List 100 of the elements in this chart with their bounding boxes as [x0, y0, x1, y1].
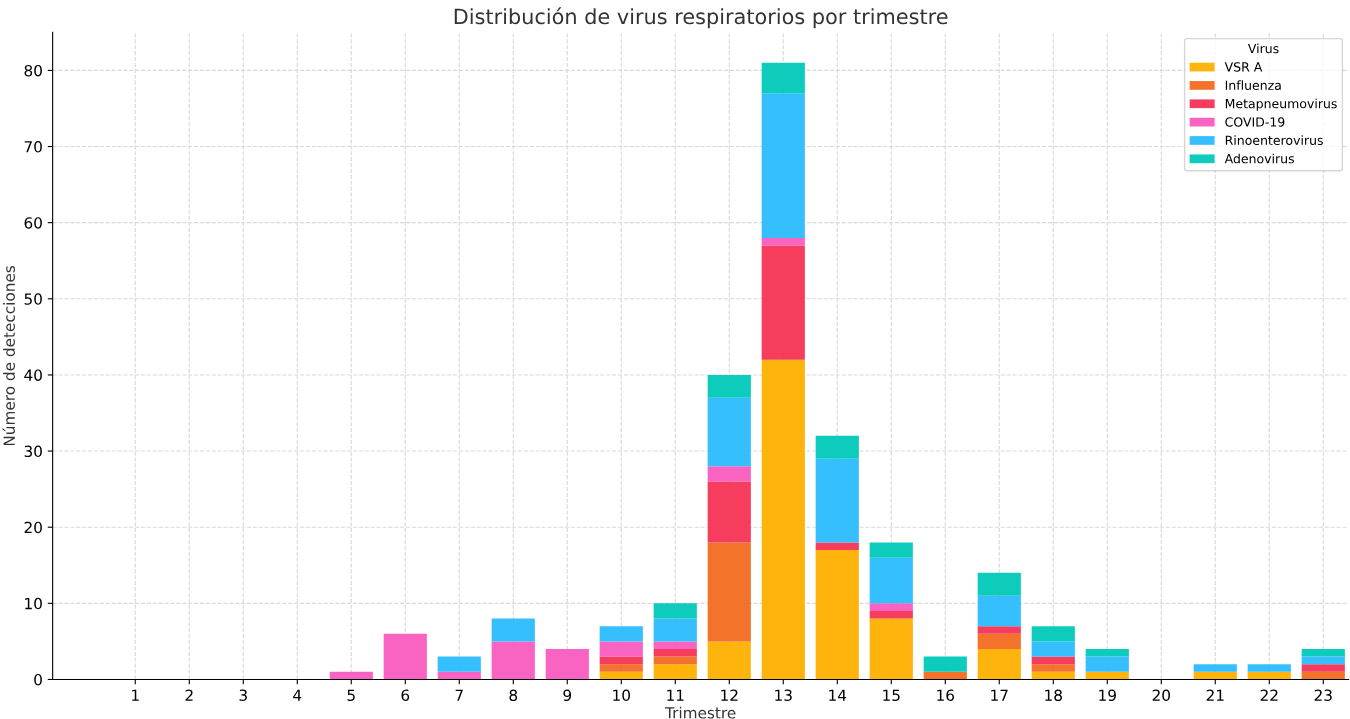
bar: [1031, 626, 1075, 642]
bar: [761, 237, 805, 246]
y-tick-label: 60: [24, 217, 42, 229]
x-tick-label: 21: [1206, 689, 1224, 701]
bar: [1301, 656, 1345, 665]
bar: [1031, 671, 1075, 680]
bar: [923, 671, 967, 680]
y-tick-label: 10: [25, 597, 42, 610]
bar: [653, 618, 697, 642]
legend-label: COVID-19: [1225, 117, 1285, 127]
bar: [707, 466, 751, 482]
bar: [1031, 656, 1075, 665]
x-tick-label: 13: [775, 689, 792, 701]
bar: [1031, 664, 1075, 672]
x-axis-title: Trimestre: [665, 706, 736, 719]
bar: [1193, 664, 1237, 672]
bar: [977, 572, 1021, 596]
bar: [1301, 671, 1345, 680]
x-tick-label: 17: [991, 689, 1008, 701]
bar: [599, 656, 643, 665]
bar: [977, 633, 1021, 649]
bar: [707, 481, 751, 543]
legend-label: Rinoenterovirus: [1225, 135, 1323, 146]
bar: [815, 542, 859, 551]
bar: [869, 618, 913, 680]
y-tick-label: 80: [24, 64, 42, 77]
y-tick-label: 40: [24, 369, 42, 381]
legend-label: Adenovirus: [1224, 153, 1294, 164]
bar: [869, 610, 913, 619]
bar: [761, 245, 805, 360]
x-tick-label: 8: [509, 689, 518, 701]
bar: [761, 93, 805, 238]
bar: [869, 603, 913, 611]
bar: [329, 671, 373, 680]
bar: [869, 557, 913, 604]
y-tick-label: 30: [24, 445, 42, 458]
bar: [599, 626, 643, 642]
x-tick-label: 11: [667, 689, 684, 701]
x-tick-label: 5: [347, 689, 355, 701]
bar: [653, 603, 697, 619]
x-tick-label: 6: [401, 689, 410, 701]
x-tick-label: 10: [613, 689, 630, 701]
bar: [653, 649, 697, 657]
bar: [545, 649, 589, 680]
x-tick-label: 7: [455, 689, 463, 701]
bar: [599, 671, 643, 680]
bar: [869, 542, 913, 558]
bar: [653, 656, 697, 665]
bar: [977, 626, 1021, 634]
x-tick-label: 22: [1260, 689, 1278, 701]
x-tick-label: 14: [829, 689, 847, 701]
bar: [815, 458, 859, 543]
bar: [977, 595, 1021, 627]
x-tick-label: 4: [293, 689, 302, 701]
x-tick-label: 15: [883, 689, 900, 701]
bar: [977, 649, 1021, 680]
bar: [815, 550, 859, 680]
x-tick-label: 1: [132, 689, 139, 701]
legend-title: Virus: [1247, 43, 1279, 54]
bar: [1031, 641, 1075, 657]
bar: [653, 641, 697, 649]
legend-label: VSR A: [1224, 62, 1263, 72]
bar: [1301, 664, 1345, 672]
bar: [707, 397, 751, 467]
x-tick-label: 12: [721, 689, 738, 701]
bar: [707, 374, 751, 398]
bar: [383, 633, 427, 680]
x-tick-label: 9: [563, 689, 572, 701]
bar: [761, 62, 805, 94]
bar: [1085, 671, 1129, 680]
bar: [599, 641, 643, 657]
x-tick-label: 23: [1314, 689, 1332, 701]
bar: [707, 542, 751, 642]
legend-label: Metapneumovirus: [1225, 98, 1337, 111]
bar: [1301, 649, 1345, 657]
y-tick-label: 0: [34, 673, 42, 686]
x-tick-label: 19: [1099, 689, 1116, 701]
x-tick-label: 18: [1045, 689, 1062, 701]
bar: [1085, 656, 1129, 672]
bar: [599, 664, 643, 672]
y-tick-label: 50: [24, 293, 42, 305]
bar: [491, 618, 535, 642]
y-axis-title: Número de detecciones: [2, 265, 15, 446]
bar: [653, 664, 697, 680]
x-tick-label: 3: [239, 689, 247, 701]
y-tick-label: 20: [24, 521, 42, 534]
x-tick-label: 20: [1152, 689, 1170, 701]
bar: [1193, 671, 1237, 680]
bar: [1247, 664, 1291, 672]
y-tick-label: 70: [24, 141, 42, 153]
x-tick-label: 16: [937, 689, 955, 701]
bar: [437, 671, 481, 680]
x-tick-label: 2: [185, 689, 193, 701]
bar: [761, 359, 805, 680]
bar: [437, 656, 481, 672]
bar: [1085, 649, 1129, 657]
chart-title: Distribución de virus respiratorios por trimestre: [454, 7, 948, 29]
bar: [923, 656, 967, 672]
bar: [707, 641, 751, 680]
bar: [1247, 671, 1291, 680]
